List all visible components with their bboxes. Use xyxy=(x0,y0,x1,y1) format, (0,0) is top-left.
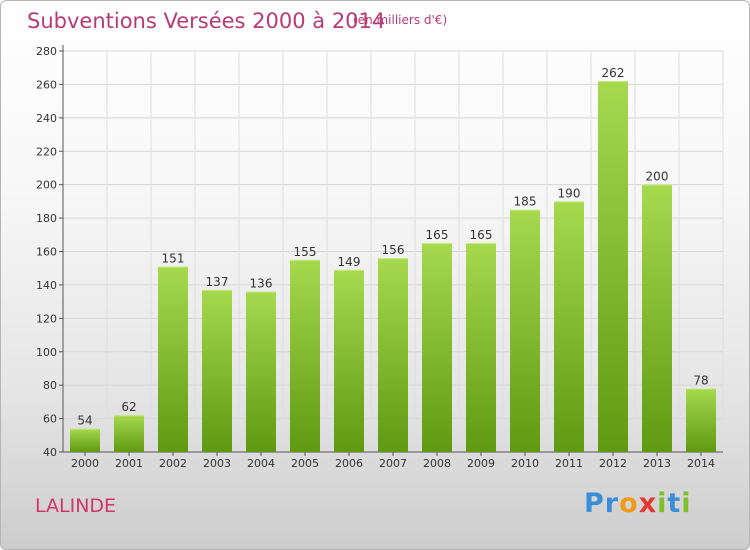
bar xyxy=(510,209,540,452)
bar xyxy=(290,259,320,452)
bar xyxy=(686,388,716,452)
logo-letter: x xyxy=(638,488,658,519)
data-label: 190 xyxy=(558,186,581,200)
bar xyxy=(554,201,584,452)
y-tick-label: 200 xyxy=(36,179,57,192)
bars xyxy=(70,81,716,452)
logo-letter: r xyxy=(604,488,620,519)
y-tick-label: 180 xyxy=(36,212,57,225)
logo-letter: t xyxy=(667,488,682,519)
x-tick-label: 2005 xyxy=(291,457,319,470)
data-label: 136 xyxy=(250,277,273,291)
y-tick-label: 160 xyxy=(36,246,57,259)
bar xyxy=(202,289,232,452)
data-label: 155 xyxy=(294,245,317,259)
proxiti-logo: Proxiti xyxy=(584,488,692,519)
bar xyxy=(114,415,144,452)
bar xyxy=(158,266,188,452)
logo-letter: o xyxy=(619,488,639,519)
data-label: 78 xyxy=(693,374,708,388)
logo-letter: i xyxy=(657,488,668,519)
logo-letter: P xyxy=(584,488,605,519)
logo-letter: i xyxy=(681,488,692,519)
x-tick-label: 2013 xyxy=(643,457,671,470)
data-label: 62 xyxy=(121,400,136,414)
bar xyxy=(598,81,628,452)
x-tick-label: 2009 xyxy=(467,457,495,470)
data-label: 185 xyxy=(514,195,537,209)
y-tick-label: 260 xyxy=(36,78,57,91)
y-tick-label: 60 xyxy=(43,413,57,426)
y-tick-label: 100 xyxy=(36,346,57,359)
x-tick-label: 2014 xyxy=(687,457,715,470)
data-label: 262 xyxy=(602,66,625,80)
data-label: 149 xyxy=(338,255,361,269)
x-tick-label: 2012 xyxy=(599,457,627,470)
chart-subtitle: (en milliers d'€) xyxy=(353,13,448,27)
x-tick-label: 2004 xyxy=(247,457,275,470)
x-tick-label: 2003 xyxy=(203,457,231,470)
bar xyxy=(422,243,452,452)
commune-name: LALINDE xyxy=(35,495,117,517)
bar xyxy=(642,184,672,452)
x-tick-label: 2002 xyxy=(159,457,187,470)
labels: 40 60 80 100 120 140 160 180 200 220 240 260 280 54 20… xyxy=(36,45,715,470)
x-tick-label: 2000 xyxy=(71,457,99,470)
bar xyxy=(466,243,496,452)
data-label: 165 xyxy=(426,228,449,242)
data-label: 137 xyxy=(206,275,229,289)
y-tick-label: 240 xyxy=(36,112,57,125)
y-tick-label: 280 xyxy=(36,45,57,58)
x-tick-label: 2010 xyxy=(511,457,539,470)
bar xyxy=(246,291,276,452)
data-label: 54 xyxy=(77,414,92,428)
bar xyxy=(334,269,364,452)
x-tick-label: 2001 xyxy=(115,457,143,470)
y-tick-label: 120 xyxy=(36,312,57,325)
y-tick-label: 80 xyxy=(43,379,57,392)
y-tick-label: 140 xyxy=(36,279,57,292)
data-label: 151 xyxy=(162,252,185,266)
x-tick-label: 2008 xyxy=(423,457,451,470)
bar xyxy=(70,428,100,452)
x-tick-label: 2011 xyxy=(555,457,583,470)
bar xyxy=(378,258,408,452)
y-tick-label: 40 xyxy=(43,446,57,459)
data-label: 200 xyxy=(646,170,669,184)
x-tick-label: 2007 xyxy=(379,457,407,470)
chart-title: Subventions Versées 2000 à 2014 xyxy=(27,9,386,33)
data-label: 156 xyxy=(382,243,405,257)
data-label: 165 xyxy=(470,228,493,242)
y-tick-label: 220 xyxy=(36,145,57,158)
x-tick-label: 2006 xyxy=(335,457,363,470)
